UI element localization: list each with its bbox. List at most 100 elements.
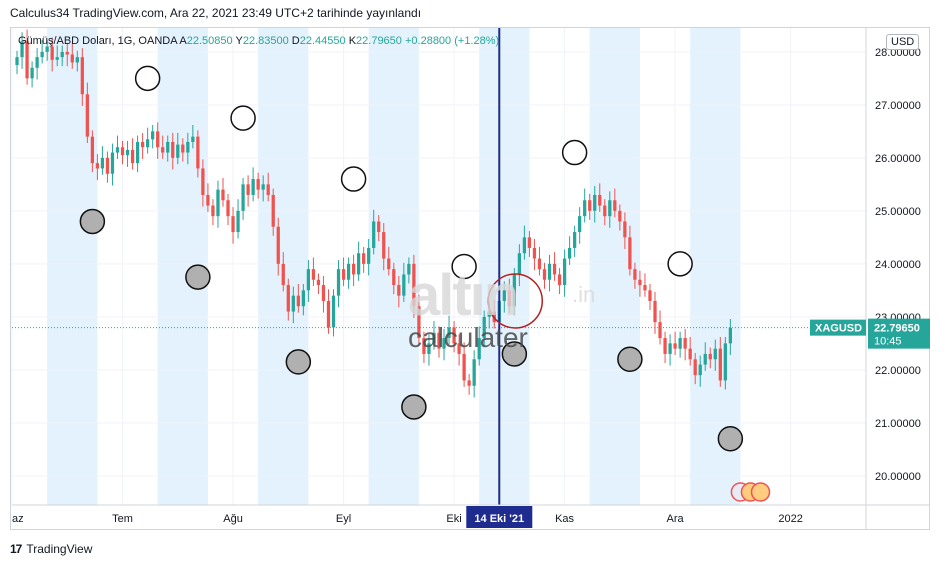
candle-body: [296, 295, 300, 307]
candle-body: [286, 285, 290, 312]
candle-body: [588, 200, 592, 211]
annotation-circles: [79, 65, 744, 452]
symbol-tag: [810, 319, 866, 336]
candle-body: [447, 327, 451, 339]
candle-body: [211, 205, 215, 217]
candle-body: [75, 57, 79, 63]
session-band: [589, 28, 640, 505]
candle-body: [100, 157, 105, 169]
candle-body: [50, 46, 54, 60]
candle-body: [557, 274, 562, 286]
candle-body: [467, 380, 471, 386]
session-band: [479, 28, 530, 505]
candle-body: [115, 147, 120, 153]
candles: [15, 29, 732, 398]
gray-circle-marker: [717, 426, 744, 452]
candle-body: [135, 141, 140, 164]
candle-body: [120, 147, 125, 156]
white-circle-marker: [451, 253, 477, 280]
crosshair-date-box: [466, 506, 533, 528]
publish-line: Calculus34 TradingView.com, Ara 22, 2021…: [10, 6, 422, 20]
candle-body: [356, 253, 361, 275]
candle-body: [125, 149, 130, 156]
candle-body: [60, 51, 64, 58]
legend-high: 22.83500: [242, 35, 289, 47]
y-tick-label: 26.00000: [875, 153, 921, 165]
watermark-logo: altın: [408, 263, 519, 328]
candle-body: [306, 269, 311, 291]
candle-body: [698, 364, 702, 376]
footer-brand: TradingView: [26, 542, 93, 556]
candle-body: [236, 210, 240, 233]
candle-body: [316, 279, 321, 286]
candle-body: [261, 184, 265, 190]
candle-body: [281, 263, 285, 286]
candle-body: [618, 210, 622, 222]
legend-open: 22.50850: [186, 35, 233, 47]
candle-body: [226, 200, 230, 217]
candle-body: [542, 269, 547, 280]
candle-body: [487, 311, 491, 317]
footer[interactable]: 17 TradingView: [10, 542, 92, 556]
candle-body: [507, 290, 511, 307]
candle-body: [658, 322, 662, 339]
x-tick-label: Ara: [667, 513, 685, 525]
candle-body: [271, 194, 275, 227]
event-flag-icon[interactable]: [750, 482, 771, 502]
candle-body: [130, 149, 135, 164]
candle-body: [673, 343, 677, 349]
legend-low: 22.44550: [299, 35, 346, 47]
candle-body: [45, 46, 49, 52]
candle-body: [432, 332, 436, 344]
candle-body: [477, 338, 481, 360]
candle-body: [517, 253, 522, 275]
candle-body: [241, 184, 245, 211]
candle-body: [256, 179, 260, 190]
candle-body: [397, 285, 401, 296]
candle-body: [593, 194, 597, 211]
candle-body: [402, 274, 406, 296]
candle-body: [181, 144, 185, 153]
candle-body: [693, 359, 697, 376]
candle-body: [578, 216, 582, 233]
legend-symbol: Gümüş/ABD Doları, 1G, OANDA: [18, 35, 177, 47]
y-axis-labels: 20.0000021.0000022.0000023.0000024.00000…: [810, 47, 930, 483]
candle-body: [80, 57, 84, 95]
candle-body: [372, 221, 376, 248]
candle-body: [512, 274, 516, 307]
axes: [12, 28, 930, 530]
currency-badge[interactable]: USD: [886, 34, 920, 50]
candle-body: [166, 141, 170, 153]
candle-body: [522, 237, 527, 254]
candle-body: [110, 152, 115, 174]
candle-body: [708, 353, 712, 360]
candle-body: [653, 300, 657, 323]
session-band: [690, 28, 741, 505]
legend-change: +0.28800 (+1.28%): [404, 35, 500, 47]
candle-body: [221, 189, 225, 201]
candle-body: [583, 200, 587, 217]
candle-body: [562, 258, 567, 286]
candle-body: [95, 163, 100, 169]
candle-body: [156, 131, 160, 148]
candle-body: [30, 67, 34, 79]
watermark-subtitle: calculater: [408, 322, 528, 353]
candle-body: [331, 295, 336, 328]
candle-body: [472, 359, 476, 386]
candle-body: [537, 258, 542, 270]
candle-body: [678, 338, 682, 349]
y-tick-label: 20.00000: [875, 471, 921, 483]
candle-body: [336, 269, 341, 296]
candle-body: [442, 338, 446, 349]
candle-body: [186, 141, 190, 153]
candle-body: [351, 263, 356, 275]
candle-body: [527, 237, 532, 248]
white-circle-marker: [561, 139, 588, 166]
y-tick-label: 21.00000: [875, 418, 921, 430]
grid-lines: [11, 28, 866, 505]
legend-high-label: Y: [235, 35, 243, 47]
candle-body: [703, 353, 707, 365]
gray-circle-marker: [501, 341, 528, 367]
symbol-tag-label: XAGUSD: [815, 323, 862, 335]
